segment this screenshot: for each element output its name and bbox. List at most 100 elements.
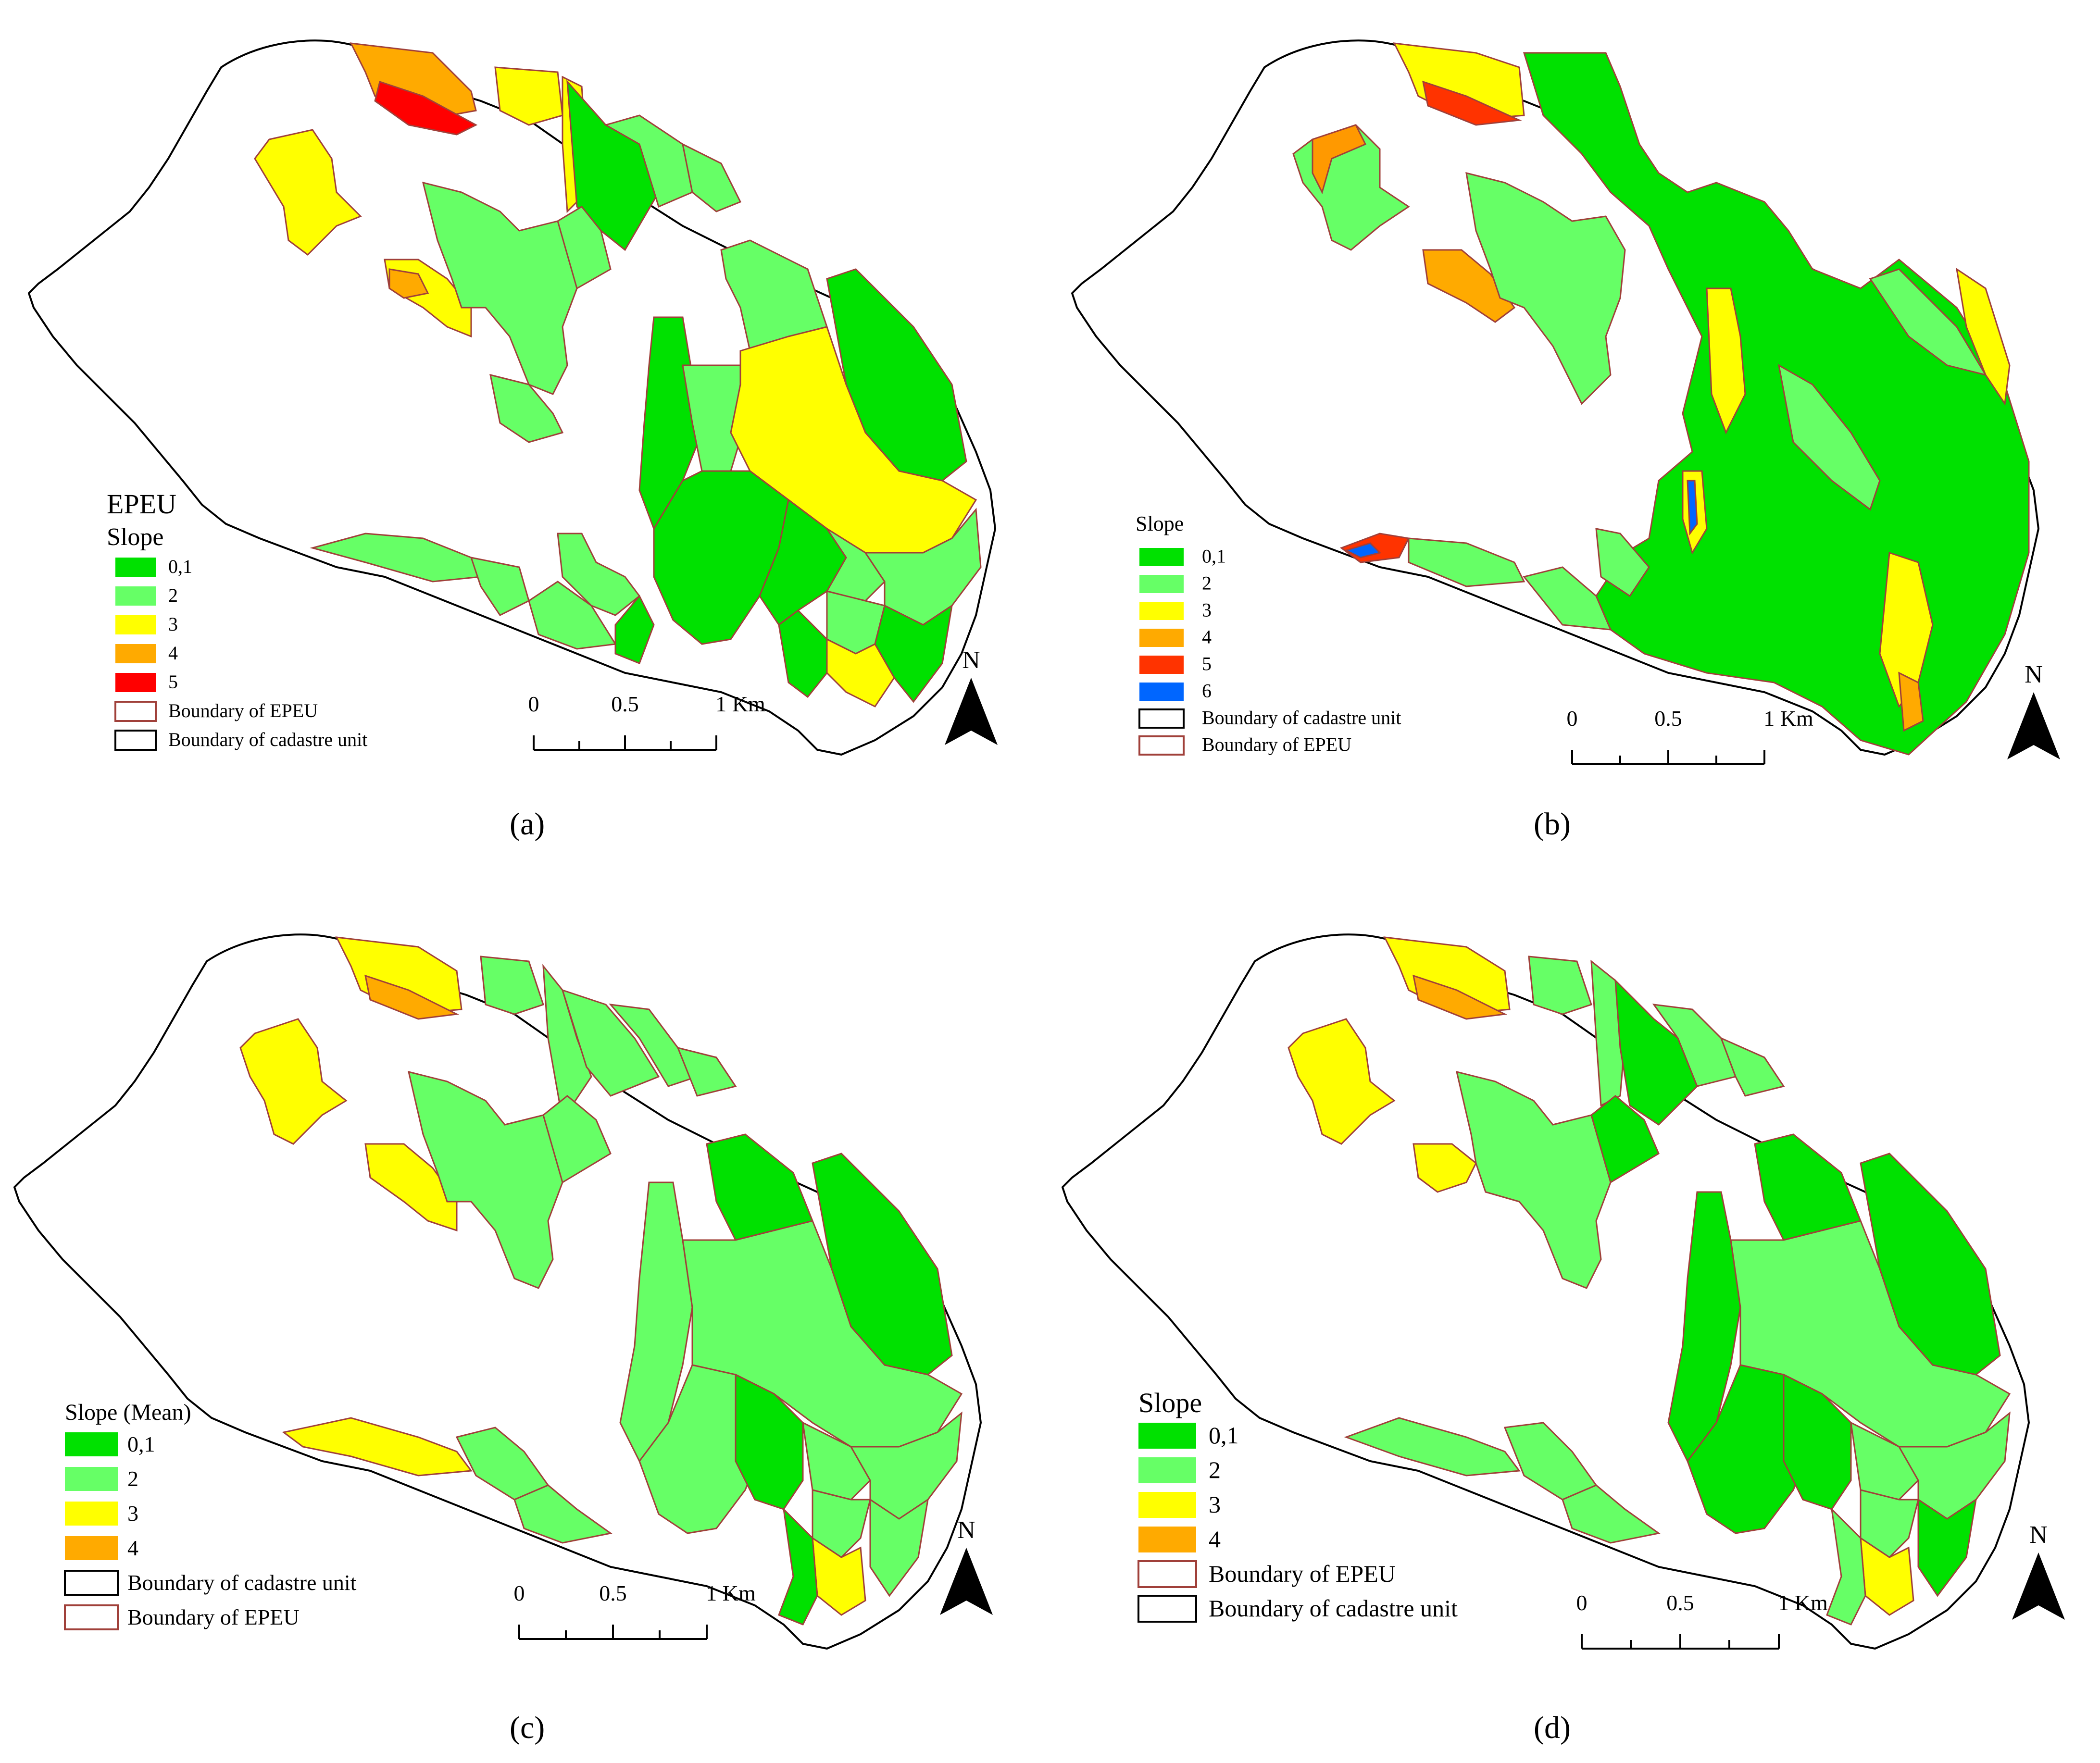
epeu-a-c3	[489, 373, 564, 443]
legend-label-0-1: 0,1	[127, 1432, 155, 1456]
epeu-d-w1	[1288, 1018, 1396, 1145]
epeu-d-e7	[1850, 1421, 1919, 1501]
north-label: N	[2029, 1521, 2048, 1549]
legend-swatch-cadastre-boundary	[64, 1570, 119, 1596]
caption-c: (c)	[510, 1710, 545, 1745]
scale-bar-a: 0 0.5 1 Km	[528, 692, 765, 751]
scale-label-half: 0.5	[611, 692, 639, 716]
legend-swatch-3	[1139, 602, 1184, 620]
legend-swatch-4	[1138, 1527, 1196, 1552]
legend-label-cadastre-boundary: Boundary of cadastre unit	[127, 1570, 357, 1595]
north-arrow-icon	[945, 678, 998, 745]
legend-swatch-4	[65, 1536, 118, 1560]
epeu-c-w2	[364, 1143, 458, 1232]
epeu-c-s1	[282, 1417, 473, 1477]
legend-swatch-0-1	[115, 558, 156, 577]
legend-label-3: 3	[168, 613, 178, 635]
caption-d: (d)	[1534, 1710, 1571, 1745]
legend-a-heading: EPEU	[107, 488, 176, 520]
epeu-d-s1	[1344, 1417, 1521, 1477]
scale-label-1km: 1 Km	[1763, 706, 1813, 731]
legend-swatch-2	[115, 586, 156, 606]
legend-label-2: 2	[168, 584, 178, 606]
legend-label-4: 4	[127, 1536, 138, 1560]
caption-b: (b)	[1534, 807, 1571, 842]
north-arrow-icon	[2012, 1552, 2065, 1620]
legend-label-0-1: 0,1	[1209, 1422, 1239, 1449]
epeu-d-e8	[1898, 1411, 2011, 1520]
legend-b: Slope 0,1 2 3 4 5 6 Boundary of cadastre unit B…	[1136, 512, 1401, 756]
legend-label-3: 3	[1202, 599, 1212, 621]
map-a	[28, 39, 996, 756]
legend-swatch-2	[1139, 575, 1184, 593]
epeu-a-n3	[494, 66, 563, 126]
raster-b-n2	[1422, 80, 1522, 126]
epeu-c-e7	[802, 1421, 871, 1501]
legend-swatch-cadastre-boundary	[1138, 708, 1185, 729]
legend-b-title: Slope	[1136, 512, 1184, 535]
raster-b-s2	[1408, 537, 1525, 587]
raster-b-e2	[1777, 364, 1881, 511]
epeu-c-s3	[513, 1484, 612, 1544]
scale-bar-c: 0 0.5 1 Km	[514, 1581, 756, 1640]
epeu-a-c2	[557, 206, 612, 290]
legend-label-3: 3	[127, 1501, 138, 1526]
epeu-a-c1	[422, 181, 578, 395]
scale-label-half: 0.5	[1666, 1590, 1694, 1615]
north-arrow-a: N	[945, 646, 998, 745]
legend-swatch-0-1	[1138, 1423, 1196, 1449]
scale-bar-b: 0 0.5 1 Km	[1567, 706, 1813, 765]
legend-swatch-5	[115, 673, 156, 692]
legend-swatch-6	[1139, 683, 1184, 701]
legend-swatch-3	[115, 615, 156, 634]
caption-a: (a)	[510, 807, 545, 842]
legend-swatch-2	[1138, 1457, 1196, 1483]
raster-b-e7	[1595, 528, 1650, 597]
epeu-d-s3	[1562, 1484, 1661, 1544]
epeu-c-n2	[364, 974, 460, 1020]
epeu-d-n7	[1720, 1037, 1785, 1097]
legend-label-0-1: 0,1	[1202, 545, 1226, 567]
legend-swatch-epeu-boundary	[1138, 1560, 1197, 1588]
legend-label-epeu-boundary: Boundary of EPEU	[1209, 1560, 1396, 1587]
scale-label-0: 0	[514, 1581, 525, 1605]
epeu-a-e9	[864, 508, 982, 626]
scale-label-0: 0	[1576, 1590, 1588, 1615]
epeu-d-n2	[1412, 974, 1508, 1020]
legend-c: Slope (Mean) 0,1 2 3 4 Boundary of cadastre …	[64, 1400, 357, 1630]
epeu-c-e12	[778, 1507, 818, 1626]
epeu-a-w3	[388, 268, 429, 299]
legend-swatch-cadastre-boundary	[114, 730, 157, 751]
epeu-c-e8	[850, 1411, 962, 1520]
legend-label-epeu-boundary: Boundary of EPEU	[1202, 733, 1351, 755]
raster-b-s1b	[1344, 542, 1381, 559]
scale-label-0: 0	[1567, 706, 1578, 731]
legend-swatch-cadastre-boundary	[1138, 1595, 1197, 1623]
legend-d-title: Slope	[1138, 1387, 1202, 1418]
epeu-c-e6	[735, 1373, 804, 1510]
legend-label-6: 6	[1202, 680, 1212, 701]
epeu-d-n5	[1614, 979, 1698, 1126]
epeu-d-n3	[1528, 956, 1592, 1015]
epeu-c-n7	[676, 1046, 737, 1097]
legend-label-5: 5	[1202, 653, 1212, 674]
epeu-c-c2	[542, 1095, 612, 1184]
panel-d: Slope 0,1 2 3 4 Boundary of EPEU Boundary of …	[1062, 933, 2065, 1745]
epeu-d-e12	[1826, 1507, 1866, 1626]
epeu-a-n7	[681, 143, 742, 212]
legend-label-4: 4	[1209, 1526, 1221, 1552]
epeu-c-n5	[561, 989, 660, 1097]
epeu-a-e6	[653, 470, 789, 645]
epeu-c-c1	[407, 1070, 563, 1289]
north-label: N	[2025, 661, 2043, 688]
epeu-a-s5	[614, 595, 655, 664]
north-arrow-icon	[2007, 692, 2060, 759]
scale-label-0: 0	[528, 692, 539, 716]
legend-swatch-epeu-boundary	[1138, 735, 1185, 756]
legend-label-cadastre-boundary: Boundary of cadastre unit	[1209, 1595, 1458, 1622]
north-label: N	[957, 1516, 975, 1544]
legend-swatch-epeu-boundary	[114, 701, 157, 722]
map-c	[13, 933, 982, 1650]
scale-label-half: 0.5	[1654, 706, 1682, 731]
